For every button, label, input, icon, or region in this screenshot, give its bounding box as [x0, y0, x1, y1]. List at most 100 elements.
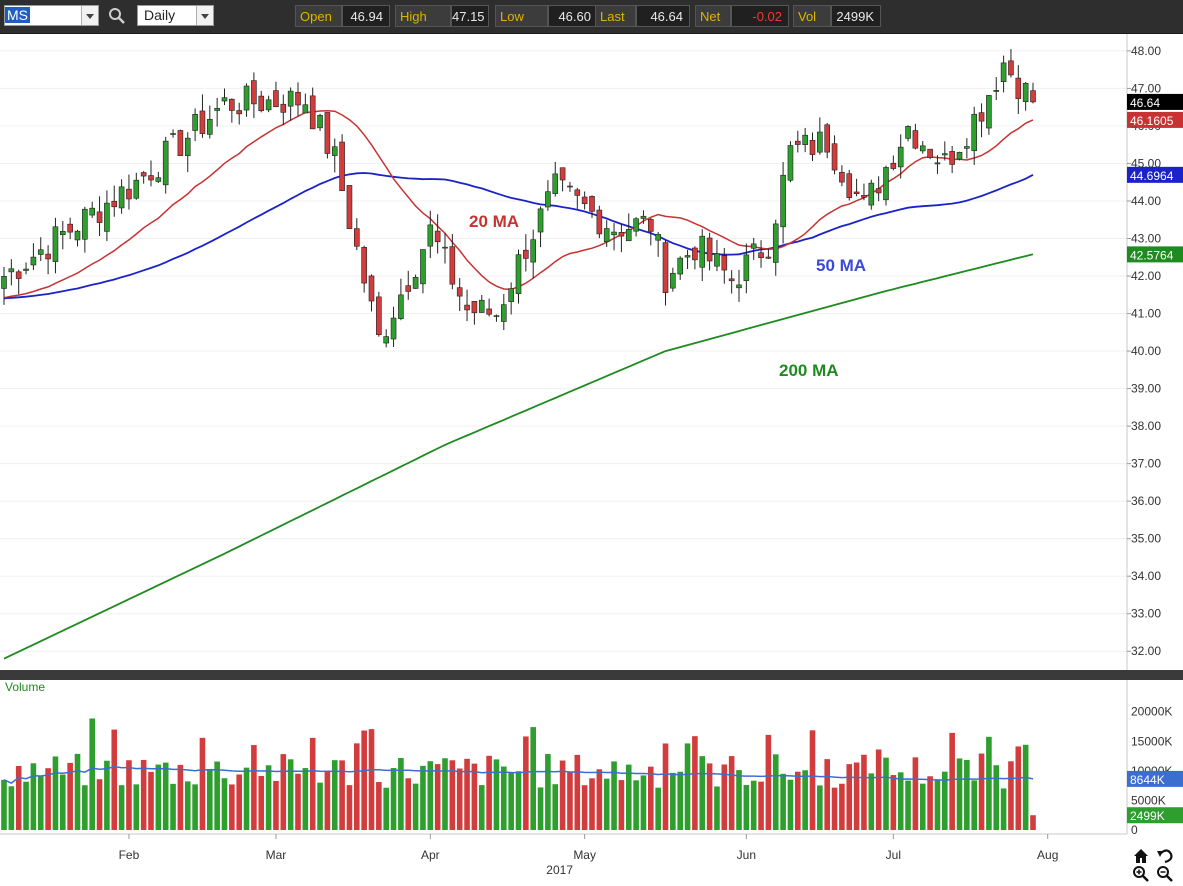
candle-body: [442, 246, 448, 249]
candle-body: [618, 232, 625, 237]
volume-bar: [96, 779, 103, 830]
price-tick-label: 43.00: [1131, 231, 1161, 245]
candle: [971, 106, 978, 165]
candle-body: [699, 235, 706, 268]
symbol-dropdown-icon[interactable]: [81, 6, 98, 25]
candle: [978, 103, 985, 138]
candle-body: [589, 196, 595, 212]
candle-body: [625, 229, 632, 242]
candle-body: [353, 228, 360, 247]
home-icon[interactable]: [1134, 849, 1148, 863]
candle: [949, 146, 955, 174]
volume-bar: [839, 783, 845, 830]
pane-divider[interactable]: [0, 670, 1183, 680]
candle-body: [45, 253, 51, 260]
candle-body: [368, 275, 375, 302]
month-label: Feb: [119, 848, 140, 862]
candle-body: [170, 133, 176, 135]
candle-body: [155, 177, 162, 182]
volume-bar: [207, 768, 213, 830]
volume-bar: [919, 783, 926, 830]
candle-body: [721, 255, 728, 271]
candle-body: [309, 95, 316, 130]
candle: [574, 187, 581, 209]
candle-body: [1022, 83, 1029, 103]
candle: [905, 125, 911, 142]
undo-icon[interactable]: [1157, 849, 1173, 864]
candle-body: [221, 97, 228, 102]
volume-ma-line: [3, 765, 1034, 784]
candle: [618, 223, 625, 253]
candle-body: [346, 185, 353, 229]
volume-bar: [60, 774, 66, 830]
volume-bar: [214, 761, 220, 830]
candle: [82, 206, 88, 253]
volume-bar: [398, 758, 404, 830]
candle-body: [750, 243, 757, 249]
symbol-value: MS: [5, 7, 30, 23]
price-tick-label: 37.00: [1131, 457, 1161, 471]
candle-body: [964, 146, 970, 149]
volume-bar: [302, 768, 309, 830]
ma50-annotation: 50 MA: [816, 256, 866, 275]
candle: [787, 141, 794, 183]
volume-bar: [780, 773, 786, 830]
zoom-in-icon[interactable]: [1133, 866, 1149, 882]
volume-bar: [243, 767, 250, 830]
volume-bar: [905, 780, 911, 830]
search-icon[interactable]: [108, 7, 126, 25]
year-label: 2017: [546, 863, 573, 877]
candle: [287, 87, 294, 121]
candle: [405, 270, 412, 300]
candle-body: [846, 173, 853, 198]
candle: [633, 217, 639, 237]
quote-value-high: 47.15: [451, 5, 489, 27]
interval-select[interactable]: Daily: [137, 5, 214, 26]
candle: [273, 81, 279, 108]
month-label: Jul: [886, 848, 901, 862]
candle-body: [611, 231, 617, 236]
volume-bar: [376, 782, 382, 830]
volume-bar: [508, 772, 514, 830]
candle-body: [280, 103, 287, 113]
volume-bar: [964, 759, 970, 830]
candle: [37, 237, 44, 262]
interval-dropdown-icon[interactable]: [196, 6, 213, 25]
volume-bar: [405, 778, 412, 830]
candle: [74, 229, 81, 247]
candle: [552, 161, 559, 197]
zoom-in-lens: [1133, 866, 1145, 878]
volume-bar: [361, 730, 367, 830]
volume-bar: [574, 754, 581, 830]
candle-body: [993, 90, 1000, 92]
candle-body: [243, 85, 250, 111]
candle: [670, 267, 676, 292]
price-tick-label: 36.00: [1131, 494, 1161, 508]
volume-bar: [229, 784, 235, 830]
candle-body: [523, 249, 529, 259]
candle-body: [405, 285, 412, 292]
volume-bar: [258, 775, 265, 830]
volume-bar: [118, 785, 125, 830]
volume-bar: [581, 785, 588, 830]
quote-value-open: 46.94: [342, 5, 390, 27]
volume-bar: [934, 779, 941, 830]
volume-bar: [148, 771, 154, 830]
volume-bar: [471, 763, 478, 830]
quote-value-low: 46.60: [548, 5, 598, 27]
candle-body: [361, 247, 367, 284]
candle: [8, 259, 15, 286]
zoom-out-icon[interactable]: [1157, 866, 1173, 882]
candle-body: [662, 242, 669, 293]
candle-body: [919, 145, 926, 152]
volume-bar: [15, 766, 22, 830]
candle: [875, 176, 882, 202]
symbol-input[interactable]: MS: [4, 5, 99, 26]
volume-ma-tag-bg: [1127, 770, 1183, 787]
candle-body: [971, 113, 978, 152]
volume-bar: [743, 785, 750, 830]
volume-tick-label: 15000K: [1131, 734, 1172, 748]
candle: [229, 98, 235, 123]
volume-bar: [589, 778, 595, 830]
